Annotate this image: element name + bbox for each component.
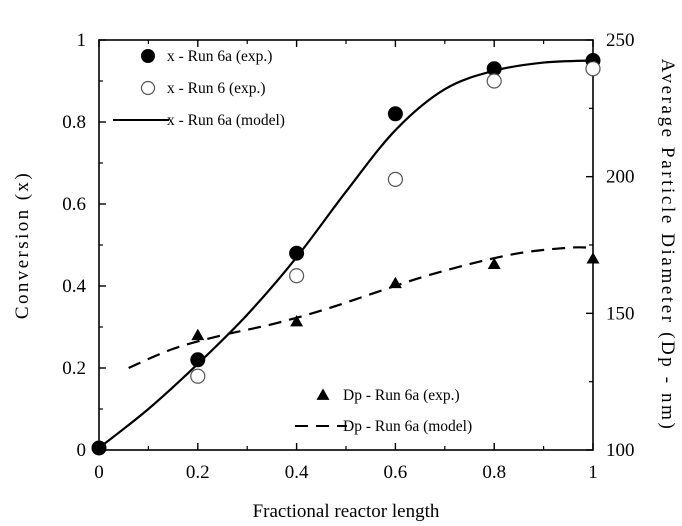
y2-tick-label: 250 [606,30,635,51]
y-tick-label: 1 [77,30,87,51]
y-tick-label: 0.6 [62,194,86,215]
legend-entry: x - Run 6 (exp.) [140,80,266,97]
x-tick-label: 0 [94,462,104,483]
x-axis-title: Fractional reactor length [253,501,440,522]
y-tick-label: 0.2 [62,358,86,379]
series-line [128,246,594,370]
data-point [290,315,304,327]
series-dashed-line [128,246,594,370]
series-line [98,59,594,449]
x-tick-label: 0.6 [384,462,408,483]
y2-axis-title: Average Particle Diameter (Dp - nm) [657,59,678,432]
ticks: 0 0.2 0.4 0.6 0.8 1 0 0.2 0.4 0.6 0.8 1 100 150 200 250 [62,30,634,483]
data-point [141,49,155,63]
data-point [289,268,305,284]
y2-tick-label: 150 [606,303,635,324]
y-axis-title: Conversion (x) [12,171,33,319]
data-point [387,171,403,187]
data-point [190,368,206,384]
x-tick-label: 0.4 [285,462,309,483]
data-point [387,106,403,122]
x-tick-label: 0.8 [482,462,506,483]
series [91,53,601,456]
series-solid-line [98,59,594,449]
data-point [486,73,502,89]
series-open-circle [190,61,601,384]
data-point [487,257,501,270]
y2-tick-label: 200 [606,167,635,188]
legend: x - Run 6a (exp.) x - Run 6 (exp.) x - Run… [113,48,472,435]
data-point [140,80,156,96]
y-tick-label: 0.4 [62,276,86,297]
data-point [190,352,206,368]
series-filled-triangle [191,252,600,341]
legend-label: x - Run 6a (exp.) [167,48,272,65]
x-tick-label: 1 [588,462,598,483]
data-point [586,252,600,264]
data-point [289,245,305,261]
x-tick-label: 0.2 [186,462,210,483]
legend-entry: Dp - Run 6a (exp.) [316,387,460,404]
y-tick-label: 0.8 [62,112,86,133]
legend-label: x - Run 6a (model) [167,112,285,129]
legend-entry: x - Run 6a (exp.) [141,48,272,65]
y-tick-label: 0 [77,440,87,461]
legend-label: Dp - Run 6a (exp.) [343,387,460,404]
legend-entry: x - Run 6a (model) [113,112,285,129]
legend-label: x - Run 6 (exp.) [167,80,266,97]
data-point [316,388,330,400]
legend-label: Dp - Run 6a (model) [343,418,472,435]
y2-tick-label: 100 [606,440,635,461]
data-point [585,61,601,77]
legend-entry: Dp - Run 6a (model) [295,418,472,435]
data-point [191,328,205,341]
